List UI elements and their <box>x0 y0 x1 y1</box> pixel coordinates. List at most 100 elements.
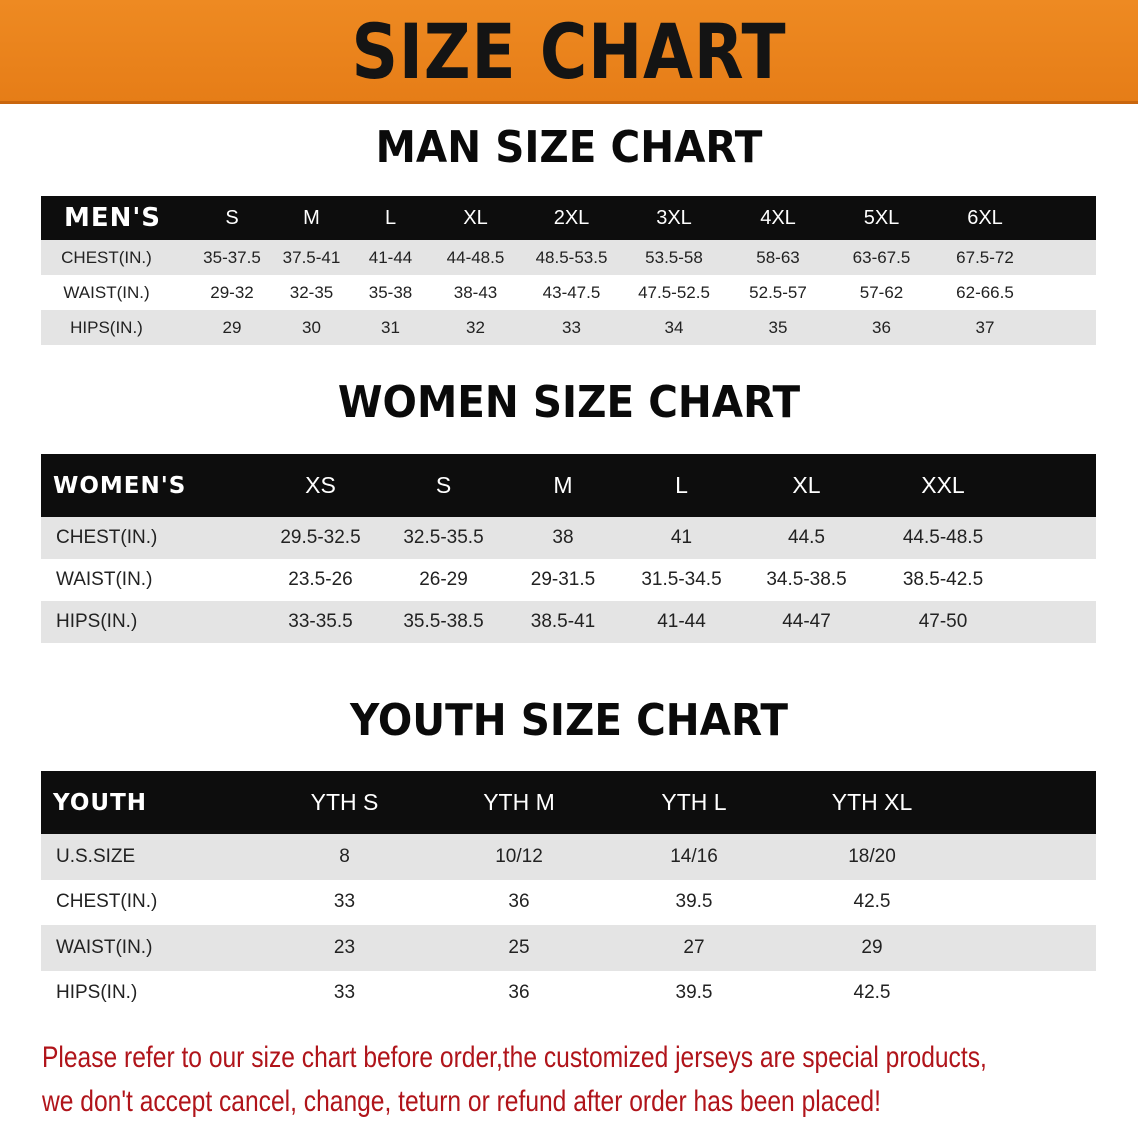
row-label: CHEST(IN.) <box>56 891 158 913</box>
table-cell: 44-48.5 <box>446 247 505 267</box>
table-cell: 29-32 <box>210 282 254 302</box>
row-label: HIPS(IN.) <box>56 611 138 632</box>
table-cell: 35-38 <box>368 282 413 302</box>
row-label: YOUTH <box>53 789 148 816</box>
table-cell: 32 <box>466 317 485 337</box>
table-cell: 52.5-57 <box>749 282 807 302</box>
table-cell: 67.5-72 <box>956 247 1014 267</box>
men-size-table: MEN'S S M L XL 2XL 3XL 4XL 5XL 6XL CHEST(IN.) 35-37… <box>41 196 1096 345</box>
table-cell: 32.5-35.5 <box>403 527 484 548</box>
table-cell: YTH M <box>483 789 555 815</box>
table-cell: 41-44 <box>657 611 706 632</box>
table-row: HIPS(IN.) 33-35.5 35.5-38.5 38.5-41 41-44 44-… <box>41 601 1096 643</box>
table-cell: 8 <box>339 845 350 867</box>
table-cell: 39.5 <box>675 982 713 1004</box>
table-cell: 4XL <box>760 206 796 229</box>
table-cell: 38.5-41 <box>530 611 596 632</box>
table-cell: 34.5-38.5 <box>766 569 847 590</box>
table-row: WAIST(IN.) 23 25 27 29 <box>41 925 1096 971</box>
table-header-row: MEN'S S M L XL 2XL 3XL 4XL 5XL 6XL <box>41 196 1096 240</box>
table-cell: 62-66.5 <box>956 282 1014 302</box>
table-cell: 32-35 <box>289 282 334 302</box>
table-cell: 41-44 <box>368 247 413 267</box>
table-cell: 37.5-41 <box>282 247 341 267</box>
table-row: CHEST(IN.) 35-37.5 37.5-41 41-44 44-48.5 48.5… <box>41 240 1096 275</box>
table-row: U.S.SIZE 8 10/12 14/16 18/20 <box>41 834 1096 880</box>
youth-section-title: YOUTH SIZE CHART <box>350 695 788 746</box>
table-cell: 41 <box>670 527 693 548</box>
table-cell: 26-29 <box>419 569 468 590</box>
row-label: CHEST(IN.) <box>61 247 152 267</box>
table-cell: 34 <box>664 317 684 337</box>
table-cell: 33 <box>333 982 356 1004</box>
table-cell: 31 <box>381 317 400 337</box>
table-cell: YTH L <box>661 789 727 815</box>
table-cell: 39.5 <box>675 891 713 913</box>
row-label: HIPS(IN.) <box>56 982 138 1004</box>
table-row: WAIST(IN.) 23.5-26 26-29 29-31.5 31.5-34.5 34… <box>41 559 1096 601</box>
order-notice: Please refer to our size chart before or… <box>42 1036 1133 1124</box>
row-label: MEN'S <box>63 203 162 233</box>
table-cell: 35.5-38.5 <box>403 611 484 632</box>
table-cell: 14/16 <box>670 845 718 867</box>
table-cell: 6XL <box>967 206 1003 229</box>
table-row: CHEST(IN.) 29.5-32.5 32.5-35.5 38 41 44.5 44.5… <box>41 517 1096 559</box>
table-cell: 47-50 <box>918 611 968 632</box>
table-cell: YTH XL <box>831 789 913 815</box>
table-cell: 44-47 <box>782 611 831 632</box>
row-label: WAIST(IN.) <box>56 569 153 590</box>
table-cell: 33-35.5 <box>288 611 353 632</box>
notice-line-2: we don't accept cancel, change, teturn o… <box>42 1085 881 1118</box>
table-cell: 58-63 <box>756 247 800 267</box>
table-cell: 36 <box>508 982 530 1004</box>
table-cell: 29 <box>222 317 242 337</box>
table-row: HIPS(IN.) 33 36 39.5 42.5 <box>41 970 1096 1016</box>
table-cell: XS <box>305 472 336 498</box>
table-cell: 35-37.5 <box>203 247 261 267</box>
row-label: U.S.SIZE <box>56 845 136 867</box>
table-cell: 29 <box>861 936 883 958</box>
table-cell: 29-31.5 <box>530 569 596 590</box>
table-cell: 23 <box>333 936 356 958</box>
table-cell: 10/12 <box>495 845 543 867</box>
men-section-title: MAN SIZE CHART <box>375 122 763 173</box>
table-cell: 25 <box>508 936 530 958</box>
women-section-title: WOMEN SIZE CHART <box>337 377 801 428</box>
table-cell: M <box>303 206 320 229</box>
table-cell: 47.5-52.5 <box>638 282 710 302</box>
women-size-table: WOMEN'S XS S M L XL XXL CHEST(IN.) 29.5-32.5 32.5… <box>41 454 1096 643</box>
table-cell: 2XL <box>553 206 590 229</box>
table-cell: S <box>435 472 452 498</box>
table-header-row: YOUTH YTH S YTH M YTH L YTH XL <box>41 771 1096 834</box>
table-cell: 48.5-53.5 <box>535 247 608 267</box>
table-cell: L <box>384 206 397 229</box>
table-cell: 30 <box>302 317 321 337</box>
table-cell: 44.5-48.5 <box>902 527 984 548</box>
youth-size-table: YOUTH YTH S YTH M YTH L YTH XL U.S.SIZE 8 10/12… <box>41 771 1096 1016</box>
row-label: WAIST(IN.) <box>56 936 153 958</box>
table-cell: L <box>675 472 688 498</box>
table-cell: 36 <box>872 317 891 337</box>
table-cell: 37 <box>975 317 995 337</box>
table-cell: 5XL <box>863 206 900 229</box>
table-cell: 31.5-34.5 <box>641 569 722 590</box>
row-label: WOMEN'S <box>53 472 187 499</box>
table-cell: 42.5 <box>853 982 891 1004</box>
table-cell: 18/20 <box>848 845 896 867</box>
table-cell: 36 <box>508 891 530 913</box>
table-cell: XL <box>792 472 821 498</box>
table-cell: 23.5-26 <box>288 569 353 590</box>
table-cell: 38 <box>552 527 574 548</box>
table-cell: 38-43 <box>453 282 498 302</box>
row-label: WAIST(IN.) <box>63 282 150 302</box>
table-cell: 57-62 <box>859 282 904 302</box>
table-row: WAIST(IN.) 29-32 32-35 35-38 38-43 43-47.5 47.… <box>41 275 1096 310</box>
table-cell: 43-47.5 <box>542 282 601 302</box>
table-cell: 35 <box>768 317 788 337</box>
banner: SIZE CHART <box>0 0 1138 104</box>
table-cell: 44.5 <box>788 527 825 548</box>
table-cell: 53.5-58 <box>645 247 703 267</box>
table-cell: 3XL <box>656 206 692 229</box>
table-cell: 63-67.5 <box>852 247 911 267</box>
table-cell: YTH S <box>310 789 379 815</box>
